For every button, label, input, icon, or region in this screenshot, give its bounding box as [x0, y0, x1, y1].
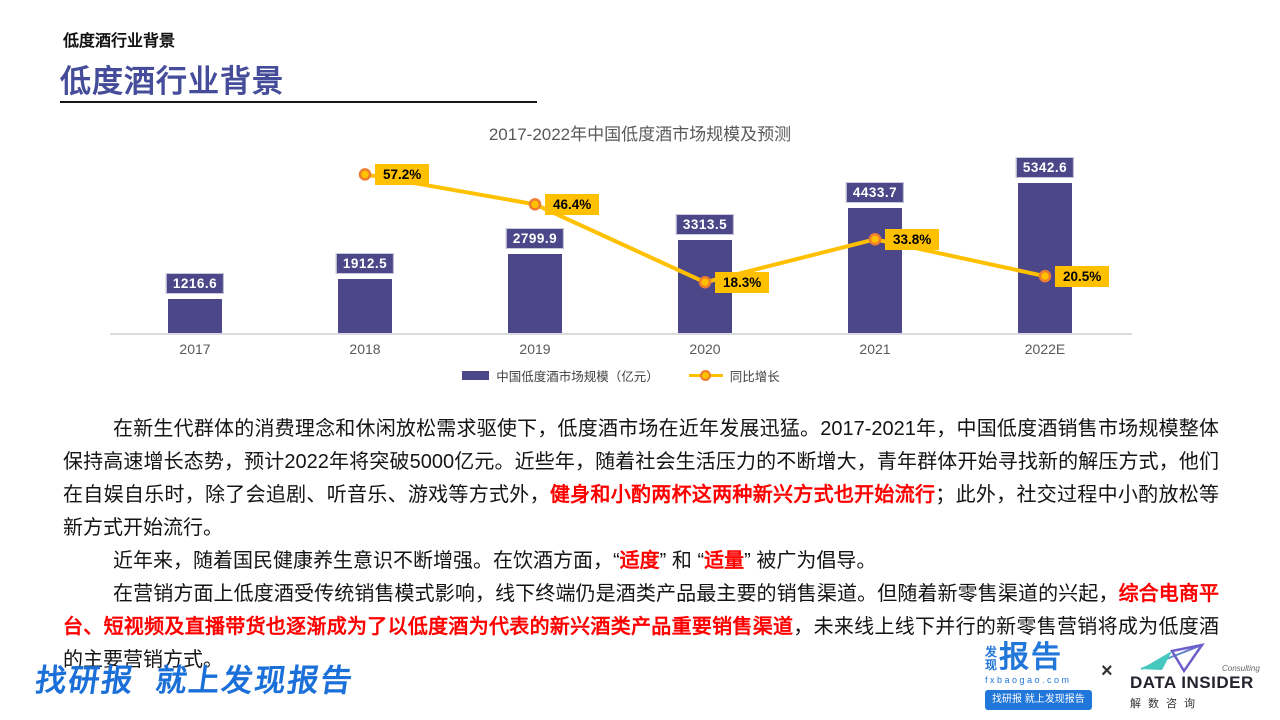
- data-insider-name: DATA INSIDER: [1130, 673, 1254, 692]
- growth-label-2019: 46.4%: [545, 193, 600, 215]
- body-text-segment: 近年来，随着国民健康养生意识不断增强。在饮酒方面，“: [113, 550, 620, 572]
- legend-line-label: 同比增长: [729, 370, 780, 384]
- bar-2022E: [1018, 183, 1072, 333]
- body-text-segment: ；此外，社交过程中小酌放松等新方式开始流行。: [63, 484, 1220, 539]
- data-insider-consulting-label: Consulting: [1222, 664, 1260, 673]
- growth-marker-2018: [358, 168, 372, 181]
- x-tick-2019: 2019: [519, 341, 551, 357]
- x-tick-2021: 2021: [859, 341, 891, 357]
- body-text-segment: 在新生代群体的消费理念和休闲放松需求驱使下，低度酒市场在近年发展迅猛。2017-…: [63, 418, 1219, 506]
- chart-title: 2017-2022年中国低度酒市场规模及预测: [488, 125, 792, 144]
- fxbaogao-domain: fxbaogao.com: [985, 675, 1072, 685]
- bar-value-label-2018: 1912.5: [335, 253, 395, 274]
- bar-value-label-2021: 4433.7: [845, 182, 905, 203]
- body-text: 在新生代群体的消费理念和休闲放松需求驱使下，低度酒市场在近年发展迅猛。2017-…: [63, 413, 1219, 677]
- fxbaogao-logo-stacked-text: 发现: [985, 645, 998, 672]
- x-tick-2020: 2020: [689, 341, 721, 357]
- growth-label-2021: 33.8%: [885, 228, 940, 250]
- body-text-segment: ” 和 “: [659, 550, 705, 572]
- body-text-segment: 在营销方面上低度酒受传统销售模式影响，线下终端仍是酒类产品最主要的销售渠道。但随…: [113, 583, 1119, 605]
- growth-label-2020: 18.3%: [715, 271, 770, 293]
- growth-marker-2020: [698, 276, 712, 289]
- legend-line-marker-icon: [699, 370, 711, 381]
- chart-legend: 中国低度酒市场规模（亿元） 同比增长: [110, 366, 1132, 385]
- paragraph-1: 在新生代群体的消费理念和休闲放松需求驱使下，低度酒市场在近年发展迅猛。2017-…: [63, 413, 1219, 545]
- x-tick-2017: 2017: [179, 341, 211, 357]
- growth-marker-2022E: [1038, 269, 1052, 283]
- legend-bar-label: 中国低度酒市场规模（亿元）: [496, 370, 659, 384]
- bar-value-label-2019: 2799.9: [505, 228, 565, 249]
- paragraph-2: 近年来，随着国民健康养生意识不断增强。在饮酒方面，“适度” 和 “适量” 被广为…: [63, 545, 1219, 578]
- footer-slogan: 找研报 就上发现报告: [33, 663, 357, 698]
- x-axis-line: [110, 333, 1132, 335]
- paragraph-3: 在营销方面上低度酒受传统销售模式影响，线下终端仍是酒类产品最主要的销售渠道。但随…: [63, 578, 1219, 677]
- bar-value-label-2020: 3313.5: [675, 214, 735, 235]
- data-insider-logo: Consulting DATA INSIDER 解数咨询: [1130, 640, 1278, 711]
- page-title: 低度酒行业背景: [60, 64, 284, 99]
- collab-cross-icon: ×: [1101, 660, 1113, 682]
- data-insider-chinese-name: 解数咨询: [1130, 698, 1202, 710]
- title-underline: [60, 101, 537, 103]
- data-insider-bowtie-icon: [1140, 643, 1205, 674]
- highlighted-text: 适度: [619, 550, 660, 572]
- legend-bar-swatch: [462, 371, 490, 380]
- bar-value-label-2022E: 5342.6: [1015, 157, 1075, 178]
- growth-label-2022E: 20.5%: [1055, 265, 1110, 287]
- bar-2019: [508, 254, 562, 333]
- bar-2017: [168, 299, 222, 333]
- fxbaogao-logo: 发现 报告 fxbaogao.com 找研报 就上发现报告: [985, 642, 1105, 710]
- legend-line-swatch: [688, 370, 723, 381]
- growth-marker-2019: [528, 198, 542, 211]
- eyebrow-title: 低度酒行业背景: [63, 33, 176, 50]
- highlighted-text: 适量: [704, 550, 745, 572]
- growth-trend-line: [358, 168, 1052, 289]
- highlighted-text: 健身和小酌两杯这两种新兴方式也开始流行: [549, 484, 936, 506]
- bar-2018: [338, 279, 392, 333]
- body-text-segment: ” 被广为倡导。: [744, 550, 877, 572]
- bar-value-label-2017: 1216.6: [165, 273, 225, 294]
- growth-marker-2021: [868, 233, 882, 246]
- x-tick-2018: 2018: [349, 341, 381, 357]
- market-size-chart: 中国低度酒市场规模（亿元） 同比增长 1216.6 2017 1912.5 2018 2…: [110, 150, 1132, 400]
- fxbaogao-logo-main-text: 报告: [999, 641, 1064, 674]
- growth-label-2018: 57.2%: [375, 163, 430, 185]
- fxbaogao-slogan-button[interactable]: 找研报 就上发现报告: [985, 690, 1092, 710]
- x-tick-2022E: 2022E: [1024, 341, 1066, 357]
- highlighted-text: 综合电商平台、短视频及直播带货也逐渐成为了以低度酒为代表的新兴酒类产品重要销售渠…: [63, 583, 1220, 638]
- body-text-segment: ，未来线上线下并行的新零售营销将成为低度酒的主要营销方式。: [63, 616, 1220, 671]
